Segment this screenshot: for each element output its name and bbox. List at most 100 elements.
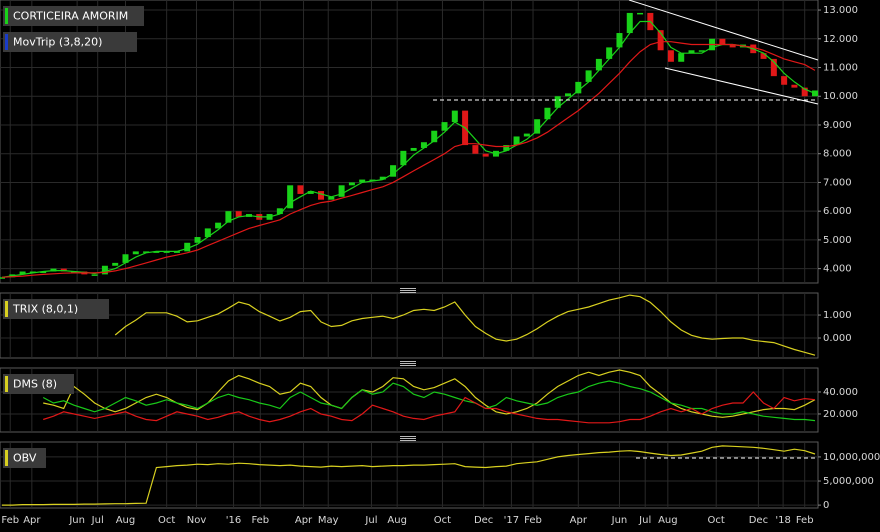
candle [760,53,767,59]
candle [523,133,530,137]
candle [91,274,98,276]
candle [585,70,592,82]
legends: CORTICEIRA AMORIM MovTrip (3,8,20) TRIX (8… [3,6,144,468]
moving-average [1,20,816,278]
candle [71,271,78,274]
y-tick-label: 10.000 [823,91,858,102]
candle [801,87,808,97]
y-tick-label: 9.000 [823,120,852,131]
candle [616,33,623,48]
panel-frame [0,367,819,433]
candle [235,211,242,217]
candle [132,251,139,255]
candle [225,211,232,223]
y-tick-label: 4.000 [823,264,852,275]
legend-label: MovTrip (3,8,20) [13,36,102,49]
candle [359,179,366,183]
panel-frame [0,0,819,284]
candle [606,47,613,59]
x-tick-label: May [318,515,339,526]
legend-swatch [5,34,8,50]
x-tick-label: Feb [1,515,19,526]
candle [0,277,5,279]
candle [379,176,386,180]
x-tick-label: '17 [504,515,519,526]
candle [122,254,129,263]
y-tick-label: 12.000 [823,34,858,45]
candle [153,251,160,253]
candle [637,12,644,15]
x-tick-label: Aug [116,515,136,526]
x-tick-label: Jul [364,515,377,526]
candle [112,262,119,266]
candle [472,145,479,154]
candle [565,93,572,97]
candle [29,271,36,274]
candle [575,81,582,94]
candle [729,44,736,48]
candle [338,185,345,197]
candle [307,191,314,194]
candle [420,142,427,148]
panel-grips [400,288,416,441]
candle [657,30,664,51]
annotations [400,0,819,459]
trendline [628,0,819,61]
candle [400,150,407,166]
legend-box [3,299,109,319]
x-tick-label: Jul [91,515,104,526]
candle [770,58,777,77]
candle [390,165,397,177]
y-tick-label: 1.000 [823,310,852,321]
y-tick-label: 0.000 [823,333,852,344]
x-tick-label: Dec [474,515,493,526]
candle [215,222,222,229]
x-tick-label: Oct [158,515,175,526]
candle [101,265,108,275]
x-tick-label: Oct [708,515,725,526]
candle [287,185,294,209]
candle [276,208,283,215]
y-tick-label: 7.000 [823,177,852,188]
candle [503,145,510,151]
candle [554,96,561,108]
candle [791,84,798,88]
candle [184,242,191,252]
legend-box [3,32,137,52]
candle [513,136,520,146]
trendline [664,67,819,105]
y-tick-label: 5,000,000 [823,476,874,487]
indicator-line [42,380,816,422]
candle [163,251,170,253]
x-tick-label: Feb [524,515,542,526]
legend-label: DMS (8) [13,378,57,391]
candle [348,182,355,186]
x-tick-label: Jun [611,515,628,526]
x-tick-label: Apr [570,515,588,526]
legend-label: TRIX (8,0,1) [12,303,78,316]
candle [719,38,726,45]
x-tick-label: '18 [775,515,790,526]
candle [595,58,602,71]
candle [678,53,685,62]
panel-frame [0,441,819,509]
candle [451,110,458,123]
candle [482,153,489,157]
candle [318,191,325,200]
y-tick-label: 10,000,000 [823,452,880,463]
y-tick-label: 5.000 [823,235,852,246]
x-tick-label: Apr [295,515,313,526]
legend-swatch [5,8,8,24]
indicator-line [114,294,816,356]
legend-swatch [5,450,8,466]
marks-layer [0,12,818,506]
legend-label: OBV [13,452,37,465]
indicator-line [2,445,816,506]
candle [688,50,695,54]
candle [410,147,417,151]
legend-box [3,6,144,26]
candle [173,251,180,253]
candle [698,50,705,52]
legend-box [3,374,74,394]
